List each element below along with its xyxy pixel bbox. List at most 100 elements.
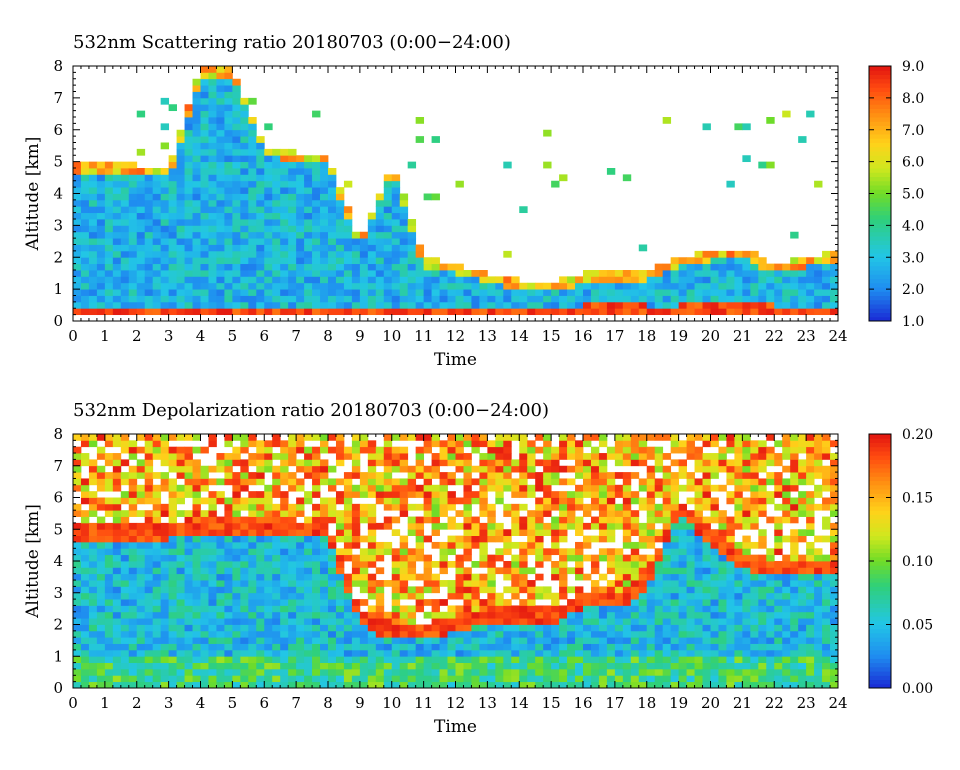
heatmap-cell [527,301,536,309]
heatmap-cell [304,289,313,296]
heatmap-cell [630,592,640,600]
heatmap-cell [304,668,313,676]
heatmap-cell [575,649,584,657]
heatmap-cell [168,503,177,511]
heatmap-cell [280,440,289,448]
heatmap-cell [256,459,265,467]
heatmap-cell [606,643,616,651]
heatmap-cell [176,161,185,169]
heatmap-cell [630,599,640,606]
heatmap-cell [96,649,106,657]
heatmap-cell [630,675,640,683]
heatmap-cell [527,453,536,460]
heatmap-cell [264,219,273,226]
heatmap-cell [312,250,321,258]
heatmap-cell [359,567,369,575]
heatmap-cell [80,535,90,543]
heatmap-cell [144,573,154,581]
heatmap-cell [367,522,377,530]
heatmap-cell [630,643,640,651]
heatmap-cell [710,668,719,676]
heatmap-cell [479,491,488,498]
heatmap-cell [240,168,249,175]
heatmap-cell [646,453,656,460]
heatmap-cell [455,662,464,670]
heatmap-cell [535,656,544,663]
heatmap-cell [320,231,329,239]
heatmap-cell [88,478,98,486]
heatmap-cell [232,136,241,143]
heatmap-cell [192,643,201,651]
heatmap-cell [654,580,664,587]
heatmap-cell [288,193,297,201]
heatmap-cell [359,231,369,239]
heatmap-cell [367,491,377,498]
heatmap-cell [495,301,504,309]
heatmap-cell [415,289,425,296]
colorbar-segment [869,159,891,165]
colorbar-segment [869,274,891,279]
heatmap-cell [439,263,448,271]
heatmap-cell [822,289,831,296]
heatmap-cell [240,529,249,536]
heatmap-cell [256,263,265,271]
heatmap-cell [495,289,504,296]
heatmap-cell [240,472,249,479]
heatmap-cell [73,193,82,201]
heatmap-cell [248,174,257,182]
heatmap-cell [726,618,735,625]
heatmap-cell [614,289,624,296]
heatmap-cell [551,561,560,568]
heatmap-cell [614,453,624,460]
heatmap-cell [742,624,751,632]
heatmap-cell [575,662,584,670]
heatmap-cell [622,295,632,303]
heatmap-cell [168,510,177,517]
heatmap-cell [232,219,241,226]
heatmap-cell [73,465,82,473]
heatmap-cell [248,308,257,316]
heatmap-cell [80,497,90,505]
heatmap-cell [535,630,544,638]
heatmap-cell [359,308,369,316]
heatmap-cell [407,238,417,245]
heatmap-cell [511,459,520,467]
heatmap-cell [128,586,138,594]
heatmap-cell [96,446,106,454]
heatmap-cell [686,301,695,309]
heatmap-cell [559,276,568,284]
heatmap-cell [583,675,592,683]
heatmap-cell [575,586,584,594]
heatmap-cell [503,295,512,303]
heatmap-cell [104,605,114,613]
heatmap-cell [511,516,520,524]
heatmap-cell [670,580,680,587]
heatmap-cell [511,522,520,530]
heatmap-cell [256,301,265,309]
heatmap-cell [375,225,385,233]
heatmap-cell [670,561,680,568]
heatmap-cell [646,276,656,284]
heatmap-cell [152,605,162,613]
heatmap-cell [662,497,672,505]
heatmap-cell [335,516,345,524]
heatmap-cell [128,548,138,556]
heatmap-cell [288,637,297,644]
heatmap-cell [328,206,337,214]
heatmap-cell [176,446,185,454]
heatmap-cell [112,270,122,277]
heatmap-cell [232,155,241,163]
heatmap-cell [224,668,233,676]
heatmap-cell [519,478,528,486]
heatmap-cell [415,503,425,511]
heatmap-cell [80,257,90,265]
heatmap-cell [240,497,249,505]
heatmap-cell [232,148,241,156]
heatmap-cell [343,257,353,265]
heatmap-cell [296,168,305,175]
heatmap-cell [702,453,711,460]
heatmap-cell [702,465,711,473]
heatmap-cell [463,478,472,486]
heatmap-cell [423,484,432,492]
heatmap-cell [742,516,751,524]
